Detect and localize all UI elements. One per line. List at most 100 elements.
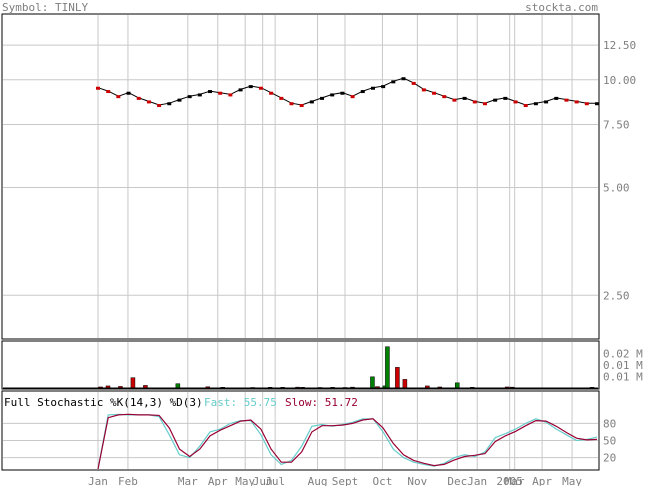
x-tick-label: Oct (372, 475, 392, 486)
price-candle (442, 95, 447, 99)
price-axis: 12.50 10.00 7.50 5.00 2.50 (603, 39, 636, 302)
price-candle (513, 100, 518, 104)
x-tick-label: Mar (505, 475, 525, 486)
price-panel-frame (1, 13, 600, 340)
stochastic-axis: 80 50 20 (603, 417, 616, 464)
price-candle (360, 90, 365, 94)
price-candle (208, 90, 213, 94)
x-tick-label: May (562, 475, 582, 486)
price-tick-label: 5.00 (603, 182, 630, 195)
price-candle (381, 85, 386, 89)
price-candle (238, 88, 243, 92)
slow-label: Slow: 51.72 (285, 396, 358, 409)
x-tick-label: May (235, 475, 255, 486)
volume-bar (455, 382, 460, 389)
price-candle (177, 98, 182, 102)
price-candle (574, 100, 579, 104)
price-candle (279, 96, 284, 100)
price-candle (258, 86, 263, 90)
price-tick-label: 2.50 (603, 289, 630, 302)
volume-bar (402, 379, 408, 389)
price-candle (503, 96, 508, 100)
stochastic-grid (3, 392, 598, 469)
fast-label: Fast: 55.75 (204, 396, 277, 409)
price-candle (167, 102, 172, 106)
stochastic-tick-label: 50 (603, 435, 616, 448)
stochastic-tick-label: 20 (603, 452, 616, 465)
price-candle (432, 91, 437, 95)
price-candle (523, 104, 528, 108)
price-candle (493, 98, 498, 102)
price-candle (116, 95, 121, 99)
price-candle (136, 96, 141, 100)
price-candle (96, 86, 100, 90)
price-candle (595, 102, 599, 106)
x-tick-label: Apr (532, 475, 552, 486)
price-candle (554, 96, 559, 100)
volume-bar (385, 346, 390, 389)
stochastic-panel: 80 50 20 Full Stochastic %K(14,3) %D(3) Fa… (1, 390, 616, 471)
x-tick-label: Feb (118, 475, 138, 486)
price-tick-label: 12.50 (603, 39, 636, 52)
price-candle (482, 102, 487, 106)
price-candle (187, 95, 192, 99)
price-candle (462, 96, 467, 100)
x-tick-label: Jun (253, 475, 273, 486)
price-candle (157, 104, 162, 108)
price-candle (401, 77, 406, 81)
slow-line (97, 413, 598, 470)
price-candle (289, 102, 294, 106)
price-candle (391, 80, 396, 84)
price-candle (411, 81, 416, 85)
price-candle (218, 91, 223, 95)
price-tick-label: 10.00 (603, 74, 636, 87)
x-tick-label: Sept (332, 475, 359, 486)
price-candle (544, 100, 549, 104)
stochastic-title: Full Stochastic %K(14,3) %D(3) (4, 396, 203, 409)
price-candle (340, 91, 345, 95)
price-candle (533, 102, 538, 106)
price-candle (309, 100, 314, 104)
price-candle (350, 95, 355, 99)
price-candle (370, 86, 375, 90)
price-candle (269, 91, 274, 95)
symbol-label: Symbol: TINLY (2, 1, 88, 14)
x-tick-label: Jan (88, 475, 108, 486)
price-candle (330, 93, 335, 97)
x-tick-label: Mar (178, 475, 198, 486)
price-candle (584, 102, 589, 106)
price-candle (472, 100, 477, 104)
x-tick-label: Nov (407, 475, 427, 486)
price-candle (564, 98, 569, 102)
price-candle (452, 98, 457, 102)
price-candle (106, 90, 111, 94)
volume-grid (97, 342, 573, 388)
price-panel: 12.50 10.00 7.50 5.00 2.50 (1, 13, 636, 340)
x-tick-label: Dec (447, 475, 467, 486)
x-tick-label: Apr (208, 475, 228, 486)
stochastic-tick-label: 80 (603, 417, 616, 430)
price-candle (320, 96, 325, 100)
volume-bar (395, 367, 400, 389)
price-tick-label: 7.50 (603, 118, 630, 131)
volume-tick-label: 0.02 M (603, 348, 643, 361)
volume-panel: 0.02 M0.01 M0.01 M (1, 340, 643, 390)
price-candle (228, 93, 233, 97)
x-tick-label: Jan (467, 475, 487, 486)
volume-tick-label: 0.01 M (603, 359, 643, 372)
x-tick-label: Aug (308, 475, 328, 486)
volume-bar (130, 377, 136, 389)
stochastic-series (97, 413, 598, 470)
site-label: stockta.com (525, 1, 598, 14)
price-candle (299, 104, 304, 108)
volume-series (3, 346, 598, 389)
x-tick-label: 2005 (496, 475, 523, 486)
price-candle (421, 88, 426, 92)
volume-axis: 0.02 M0.01 M0.01 M (603, 348, 643, 384)
price-candle (126, 91, 131, 95)
price-grid (3, 15, 598, 338)
fast-line (97, 413, 598, 470)
volume-bar (370, 376, 375, 389)
